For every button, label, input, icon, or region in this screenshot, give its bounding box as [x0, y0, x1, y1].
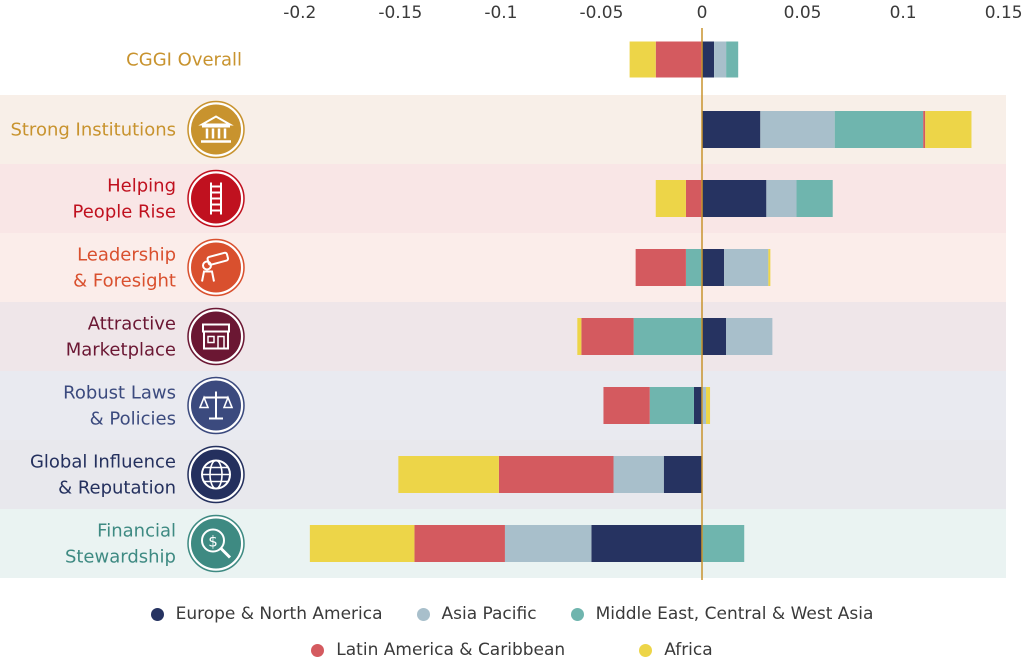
- bar-segment: [649, 387, 694, 424]
- x-tick-label: -0.15: [378, 3, 422, 23]
- category-label-line: Financial: [97, 521, 176, 542]
- category-label: Helping People Rise: [73, 176, 176, 223]
- x-tick-label: -0.1: [484, 3, 517, 23]
- legend-item-europe-north-america: Europe & North America: [150, 604, 383, 624]
- category-label-line: & Reputation: [58, 478, 176, 499]
- bar-segment: [693, 387, 702, 424]
- legend-item-middle-east-central-west-asia: Middle East, Central & West Asia: [570, 604, 874, 624]
- bar-segment: [766, 180, 797, 217]
- legend-item-latin-america-caribbean: Latin America & Caribbean: [311, 640, 565, 660]
- legend-label: Middle East, Central & West Asia: [595, 604, 874, 624]
- bar-segment: [633, 318, 702, 355]
- row-band: [0, 371, 1006, 440]
- bar-segment: [714, 41, 727, 78]
- bar-segment: [796, 180, 833, 217]
- legend-label: Europe & North America: [175, 604, 383, 624]
- row-band: [0, 164, 1006, 233]
- category-label-line: & Foresight: [73, 271, 176, 292]
- bar-segment: [706, 387, 711, 424]
- bar-segment: [726, 41, 739, 78]
- category-label-line: & Policies: [90, 409, 176, 430]
- legend-swatch: [311, 643, 325, 657]
- scales-icon: [187, 376, 245, 435]
- x-tick-label: 0.1: [890, 3, 917, 23]
- category-label: Robust Laws & Policies: [63, 383, 176, 430]
- bar-segment: [702, 387, 707, 424]
- svg-text:$: $: [208, 533, 218, 551]
- globe-icon: [187, 445, 245, 504]
- category-label-line: Strong Institutions: [10, 120, 176, 141]
- bar-segment: [923, 111, 926, 148]
- bar-segment: [309, 525, 415, 562]
- storefront-icon: [187, 307, 245, 366]
- category-label: Leadership & Foresight: [73, 245, 176, 292]
- bar-segment: [834, 111, 924, 148]
- legend-label: Africa: [664, 640, 713, 660]
- bar-segment: [702, 249, 725, 286]
- x-tick-label: -0.2: [283, 3, 316, 23]
- bar-segment: [685, 180, 702, 217]
- bar-segment: [398, 456, 499, 493]
- category-label-line: Helping: [107, 176, 176, 197]
- x-tick-label: 0.15: [985, 3, 1023, 23]
- category-label: Strong Institutions: [10, 120, 176, 141]
- bar-segment: [925, 111, 972, 148]
- bar-segment: [603, 387, 650, 424]
- category-label: Global Influence & Reputation: [30, 452, 176, 499]
- x-tick-label: 0.05: [784, 3, 822, 23]
- bar-segment: [655, 180, 686, 217]
- bar-segment: [760, 111, 835, 148]
- x-tick-label: 0: [697, 3, 708, 23]
- bar-segment: [504, 525, 592, 562]
- bar-segment: [702, 111, 761, 148]
- legend-item-africa: Africa: [639, 640, 713, 660]
- bar-segment: [635, 249, 686, 286]
- category-label-line: Stewardship: [65, 547, 176, 568]
- category-label-line: Leadership: [77, 245, 176, 266]
- category-label-line: Marketplace: [66, 340, 176, 361]
- category-label: CGGI Overall: [126, 50, 242, 71]
- bar-segment: [702, 41, 715, 78]
- x-tick-label: -0.05: [579, 3, 623, 23]
- bar-segment: [702, 525, 745, 562]
- category-label-line: Attractive: [88, 314, 176, 335]
- category-label: Financial Stewardship: [65, 521, 176, 568]
- legend-swatch: [639, 643, 653, 657]
- bar-segment: [581, 318, 634, 355]
- bar-segment: [613, 456, 664, 493]
- legend-swatch: [416, 607, 430, 621]
- legend-label: Latin America & Caribbean: [336, 640, 566, 660]
- money-search-icon: $: [187, 514, 245, 573]
- bar-segment: [702, 318, 727, 355]
- bar-segment: [655, 41, 702, 78]
- ladder-icon: [187, 169, 245, 228]
- row-band: [0, 302, 1006, 371]
- row-band: [0, 233, 1006, 302]
- legend-swatch: [570, 607, 584, 621]
- bar-segment: [702, 180, 767, 217]
- category-label-line: Global Influence: [30, 452, 176, 473]
- bar-segment: [591, 525, 702, 562]
- bar-segment: [414, 525, 505, 562]
- category-label-line: People Rise: [73, 202, 176, 223]
- institution-icon: [187, 100, 245, 159]
- bar-segment: [629, 41, 656, 78]
- bar-segment: [498, 456, 614, 493]
- legend-item-asia-pacific: Asia Pacific: [416, 604, 537, 624]
- bar-segment: [724, 249, 769, 286]
- telescope-icon: [187, 238, 245, 297]
- legend-swatch: [150, 607, 164, 621]
- legend-label: Asia Pacific: [441, 604, 537, 624]
- category-label: Attractive Marketplace: [66, 314, 176, 361]
- category-label-line: CGGI Overall: [126, 50, 242, 71]
- category-label-line: Robust Laws: [63, 383, 176, 404]
- bar-segment: [726, 318, 773, 355]
- bar-segment: [768, 249, 771, 286]
- bar-segment: [663, 456, 702, 493]
- bar-segment: [685, 249, 702, 286]
- bar-segment: [577, 318, 582, 355]
